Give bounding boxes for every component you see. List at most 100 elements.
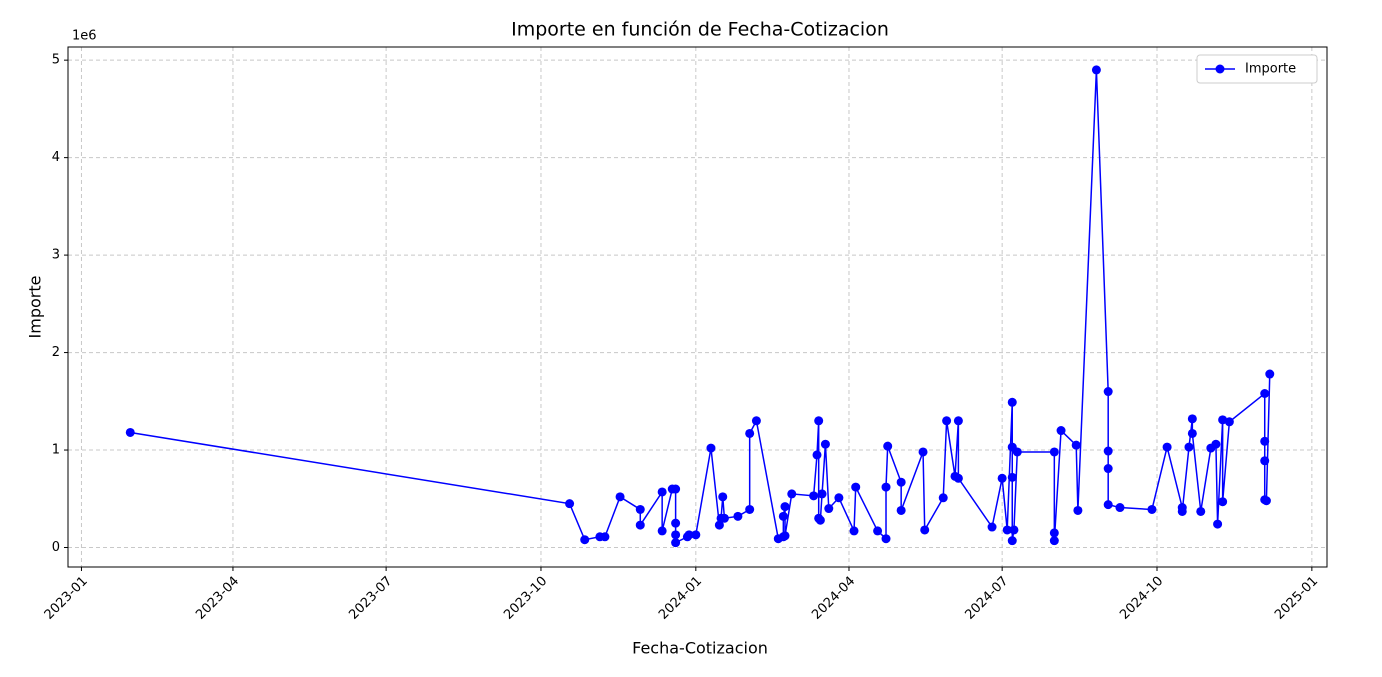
point — [1073, 505, 1083, 515]
point — [1162, 442, 1172, 452]
point — [1260, 456, 1270, 466]
point — [881, 534, 891, 544]
y-tick-label: 5 — [52, 53, 60, 68]
point — [1265, 369, 1275, 379]
point — [1007, 536, 1017, 546]
point — [1218, 497, 1228, 507]
x-axis-label: Fecha-Cotizacion — [632, 639, 768, 658]
point — [824, 504, 834, 514]
point — [851, 482, 861, 492]
x-tick-label: 2023-01 — [42, 574, 91, 623]
point — [1184, 442, 1194, 452]
point — [1103, 387, 1113, 397]
point — [1049, 447, 1059, 457]
point — [1213, 519, 1223, 529]
y-tick-label: 4 — [52, 150, 60, 165]
point — [719, 513, 729, 523]
point — [1103, 446, 1113, 456]
point — [1071, 440, 1081, 450]
point — [780, 502, 790, 512]
point — [896, 505, 906, 515]
point — [778, 511, 788, 521]
point — [1115, 503, 1125, 513]
point — [1261, 496, 1271, 506]
y-offset-label: 1e6 — [72, 29, 97, 44]
point — [1260, 436, 1270, 446]
point — [1260, 389, 1270, 399]
point — [635, 520, 645, 530]
point — [809, 491, 819, 501]
point — [684, 530, 694, 540]
y-axis-label: Importe — [26, 276, 45, 339]
point — [1103, 500, 1113, 510]
line — [130, 69, 1271, 544]
point — [1147, 504, 1157, 514]
x-tick-label: 2023-10 — [501, 574, 550, 623]
point — [1056, 426, 1066, 436]
point — [1224, 417, 1234, 427]
point — [896, 477, 906, 487]
point — [1187, 414, 1197, 424]
point — [815, 515, 825, 525]
point — [997, 473, 1007, 483]
point — [1196, 506, 1206, 516]
point — [745, 504, 755, 514]
point — [580, 535, 590, 545]
point — [1012, 447, 1022, 457]
y-tick-label: 1 — [52, 443, 60, 458]
point — [953, 416, 963, 426]
point — [1177, 506, 1187, 516]
point — [1091, 65, 1101, 75]
point — [1103, 464, 1113, 474]
point — [814, 416, 824, 426]
point — [1002, 525, 1012, 535]
point — [671, 518, 681, 528]
point — [706, 443, 716, 453]
point — [565, 499, 575, 509]
legend-marker — [1215, 64, 1225, 74]
legend-box — [1196, 54, 1318, 84]
point — [671, 530, 681, 540]
plot-frame — [67, 46, 1328, 568]
x-tick-label: 2024-07 — [962, 574, 1011, 623]
x-tick-label: 2024-01 — [656, 574, 705, 623]
point — [953, 473, 963, 483]
point — [942, 416, 952, 426]
point — [657, 487, 667, 497]
point — [1007, 472, 1017, 482]
x-tick-label: 2023-04 — [193, 574, 242, 623]
point — [918, 447, 928, 457]
point — [817, 489, 827, 499]
x-tick-label: 2024-10 — [1117, 574, 1166, 623]
point — [751, 416, 761, 426]
point — [714, 520, 724, 530]
point — [718, 492, 728, 502]
point — [881, 482, 891, 492]
point — [1187, 428, 1197, 438]
point — [125, 427, 135, 437]
point — [812, 450, 822, 460]
point — [820, 439, 830, 449]
point — [1007, 397, 1017, 407]
legend-label: Importe — [1245, 62, 1296, 77]
point — [600, 532, 610, 542]
chart-title: Importe en función de Fecha-Cotizacion — [511, 19, 889, 41]
point — [987, 522, 997, 532]
point — [883, 441, 893, 451]
point — [671, 484, 681, 494]
point — [657, 526, 667, 536]
point — [787, 489, 797, 499]
point — [938, 493, 948, 503]
point — [780, 531, 790, 541]
point — [1049, 536, 1059, 546]
y-tick-label: 2 — [52, 345, 60, 360]
x-tick-label: 2024-04 — [809, 574, 858, 623]
point — [849, 526, 859, 536]
y-tick-label: 3 — [52, 248, 60, 263]
point — [615, 492, 625, 502]
y-tick-label: 0 — [52, 540, 60, 555]
point — [691, 530, 701, 540]
x-tick-label: 2023-07 — [346, 574, 395, 623]
point — [834, 493, 844, 503]
